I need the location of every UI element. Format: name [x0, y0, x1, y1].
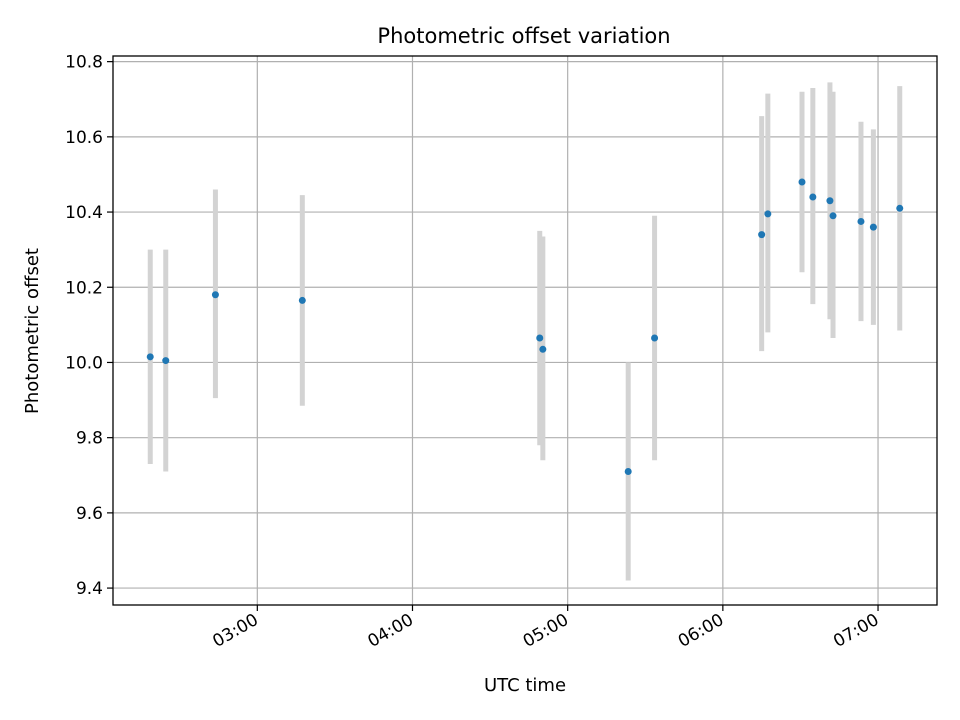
- data-point: [826, 197, 834, 205]
- chart-title: Photometric offset variation: [377, 24, 670, 48]
- data-point: [758, 231, 766, 239]
- y-tick-label: 9.4: [76, 579, 103, 599]
- data-point: [857, 217, 865, 225]
- y-tick-label: 9.6: [76, 504, 103, 524]
- data-point: [211, 291, 219, 299]
- plot-area: [112, 55, 938, 606]
- data-point: [624, 468, 632, 476]
- data-point: [829, 212, 837, 220]
- y-axis-title: Photometric offset: [22, 248, 43, 414]
- y-tick-label: 10.8: [65, 53, 103, 73]
- data-point: [651, 334, 659, 342]
- data-point: [162, 357, 170, 365]
- data-point: [764, 210, 772, 218]
- y-tick-label: 10.2: [65, 278, 103, 298]
- data-point: [798, 178, 806, 186]
- grid: [113, 56, 937, 605]
- x-axis-title: UTC time: [484, 675, 566, 696]
- y-tick-label: 10.0: [65, 353, 103, 373]
- plot-frame: [112, 55, 938, 606]
- data-point: [809, 193, 817, 201]
- y-tick-label: 10.6: [65, 128, 103, 148]
- data-point: [536, 334, 544, 342]
- y-tick-label: 9.8: [76, 429, 103, 449]
- data-point: [896, 204, 904, 212]
- data-points: [146, 178, 904, 476]
- data-point: [539, 345, 547, 353]
- data-point: [298, 296, 306, 304]
- y-tick-label: 10.4: [65, 203, 103, 223]
- data-point: [869, 223, 877, 231]
- y-axis: 9.4 9.6 9.8 10.0 10.2 10.4 10.6 10.8: [65, 53, 113, 599]
- data-point: [146, 353, 154, 361]
